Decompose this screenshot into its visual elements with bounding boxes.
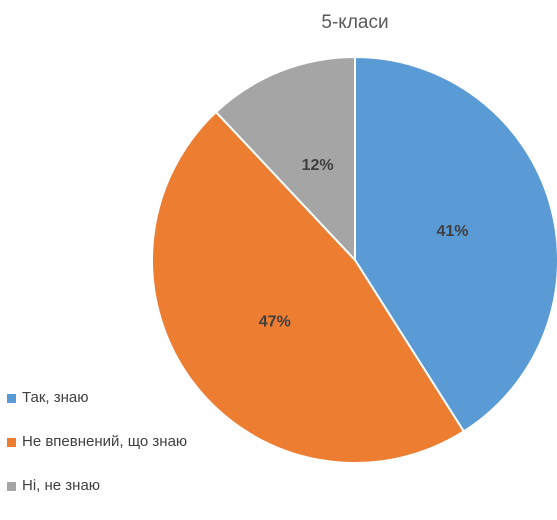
legend-item-ni-ne-znayu: Ні, не знаю	[7, 476, 187, 520]
legend-item-tak-znayu: Так, знаю	[7, 388, 187, 432]
legend-label-ni-ne-znayu: Ні, не знаю	[22, 477, 101, 494]
legend-swatch-ni-ne-znayu	[7, 482, 16, 491]
pie-slice-ne-vpevnenyi	[151, 110, 466, 464]
data-label-ni-ne-znayu: 12%	[302, 157, 334, 174]
legend: Так, знаю Не впевнений, що знаю Ні, не з…	[7, 388, 187, 520]
legend-swatch-tak-znayu	[7, 394, 16, 403]
legend-swatch-ne-vpevnenyi	[7, 438, 16, 447]
data-label-tak-znayu: 41%	[436, 223, 468, 240]
legend-label-tak-znayu: Так, знаю	[22, 389, 89, 406]
legend-label-ne-vpevnenyi: Не впевнений, що знаю	[22, 433, 188, 450]
legend-item-ne-vpevnenyi: Не впевнений, що знаю	[7, 432, 187, 476]
data-label-ne-vpevnenyi: 47%	[259, 313, 291, 330]
pie-slice-ni-ne-znayu	[214, 55, 356, 263]
chart-title: 5-класи	[321, 12, 389, 33]
